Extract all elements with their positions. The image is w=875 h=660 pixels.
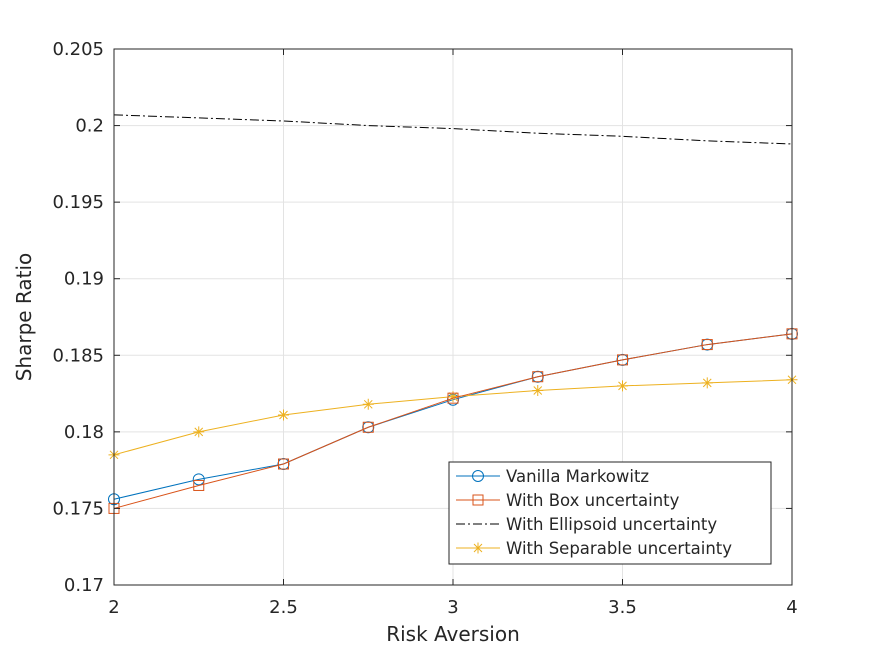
y-tick-label: 0.19 — [64, 269, 104, 290]
legend-label: Vanilla Markowitz — [506, 467, 649, 486]
data-point-with-box-uncertainty — [447, 392, 459, 404]
legend-label: With Ellipsoid uncertainty — [506, 515, 717, 534]
legend-item-vanilla-markowitz: Vanilla Markowitz — [456, 467, 649, 486]
y-tick-label: 0.17 — [64, 575, 104, 596]
y-tick-label: 0.185 — [52, 345, 104, 366]
legend-marker — [472, 494, 484, 506]
data-point-with-box-uncertainty — [278, 458, 289, 470]
legend-box — [448, 461, 772, 565]
series-line-with-ellipsoid-uncertainty — [113, 114, 793, 145]
legend-item-with-box-uncertainty: With Box uncertainty — [456, 491, 680, 510]
data-point-with-separable-uncertainty — [362, 398, 374, 410]
series-layer — [108, 114, 798, 514]
series-line-with-box-uncertainty — [113, 333, 793, 509]
x-tick-label: 3 — [447, 597, 458, 618]
legend-items: Vanilla Markowitz With Box uncertainty Wit… — [456, 467, 732, 558]
legend-marker — [472, 542, 484, 554]
data-point-with-box-uncertainty — [617, 354, 628, 366]
data-point-with-separable-uncertainty — [278, 409, 289, 421]
y-tick-label: 0.205 — [52, 39, 104, 60]
y-axis-label: Sharpe Ratio — [12, 253, 36, 382]
legend-label: With Box uncertainty — [506, 491, 680, 510]
legend-item-with-ellipsoid-uncertainty: With Ellipsoid uncertainty — [456, 515, 717, 534]
legend-label: With Separable uncertainty — [506, 539, 732, 558]
y-axis-ticks: 0.17 0.175 0.18 0.185 0.19 0.195 0.2 0.205 — [52, 39, 792, 596]
x-axis-label: Risk Aversion — [386, 622, 520, 646]
x-tick-label: 4 — [786, 597, 797, 618]
data-point-with-separable-uncertainty — [193, 426, 205, 438]
data-point-with-box-uncertainty — [532, 371, 544, 383]
legend-item-with-separable-uncertainty: With Separable uncertainty — [456, 539, 732, 558]
data-point-with-separable-uncertainty — [447, 391, 459, 403]
legend: Vanilla Markowitz With Box uncertainty Wit… — [448, 461, 772, 565]
data-point-with-separable-uncertainty — [701, 377, 713, 389]
data-point-with-separable-uncertainty — [532, 385, 544, 397]
data-point-with-box-uncertainty — [193, 479, 205, 491]
data-point-with-box-uncertainty — [701, 339, 713, 351]
x-tick-label: 3.5 — [608, 597, 637, 618]
y-tick-label: 0.175 — [52, 498, 104, 519]
x-axis-ticks: 2 2.5 3 3.5 4 — [108, 49, 798, 618]
x-tick-label: 2 — [108, 597, 119, 618]
y-tick-label: 0.2 — [75, 116, 104, 137]
y-tick-label: 0.18 — [64, 422, 104, 443]
data-point-with-box-uncertainty — [362, 421, 374, 433]
data-point-vanilla-markowitz — [192, 473, 205, 486]
series-with-ellipsoid-uncertainty — [113, 114, 793, 145]
y-tick-label: 0.195 — [52, 192, 104, 213]
x-tick-label: 2.5 — [269, 597, 298, 618]
legend-marker — [472, 470, 484, 482]
data-point-with-separable-uncertainty — [617, 380, 628, 392]
